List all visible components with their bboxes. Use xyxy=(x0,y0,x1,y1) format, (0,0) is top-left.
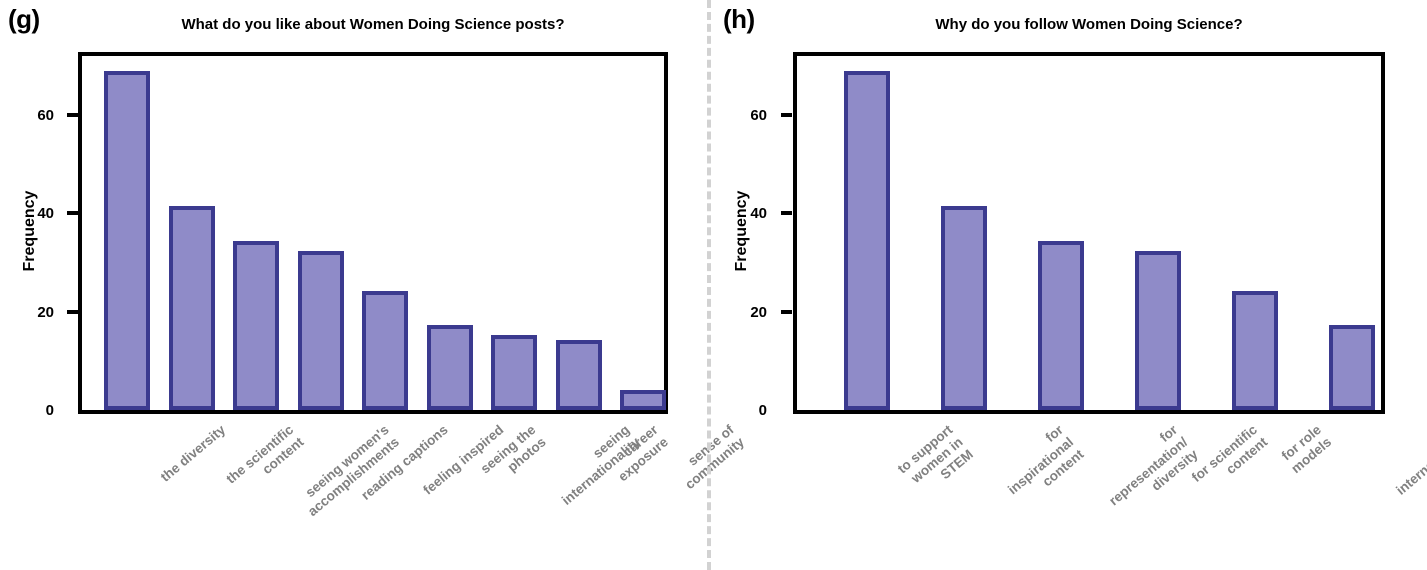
panel-letter-g: (g) xyxy=(8,4,40,34)
bar-g-1 xyxy=(168,205,215,410)
x-tick-label-h-0: to support women in STEM xyxy=(894,422,976,486)
x-tick-label-h-5: for international stories xyxy=(1393,434,1427,498)
x-tick-label-h-4: for role models xyxy=(1278,422,1335,477)
y-tick-label-20-g: 20 xyxy=(37,304,54,321)
x-tick-label-g-0: the diversity xyxy=(157,422,229,485)
y-tick-label-0-g: 0 xyxy=(45,402,54,419)
y-tick-mark-20-h xyxy=(781,310,792,314)
x-tick-label-g-1: the scientific content xyxy=(222,422,306,487)
bar-g-4 xyxy=(362,290,408,410)
bar-g-5 xyxy=(426,325,473,410)
y-tick-mark-40-g xyxy=(67,211,78,215)
y-tick-label-60-h: 60 xyxy=(750,107,767,124)
bar-g-7 xyxy=(555,340,602,410)
y-tick-label-20-h: 20 xyxy=(750,304,767,321)
bar-g-3 xyxy=(297,250,344,410)
plot-area-h xyxy=(793,52,1385,414)
y-tick-mark-20-g xyxy=(67,310,78,314)
y-axis-label-h: Frequency xyxy=(733,190,750,272)
y-tick-label-60-g: 60 xyxy=(37,107,54,124)
y-axis-label-g: Frequency xyxy=(21,190,38,272)
bar-g-0 xyxy=(104,71,150,410)
bar-h-3 xyxy=(1135,250,1181,410)
y-tick-label-40-h: 40 xyxy=(750,205,767,222)
y-tick-label-40-g: 40 xyxy=(37,205,54,222)
panel-g: (g) What do you like about Women Doing S… xyxy=(0,0,747,570)
y-tick-mark-60-h xyxy=(781,113,792,117)
bar-h-0 xyxy=(844,71,890,410)
bar-h-5 xyxy=(1329,325,1375,410)
panel-h: (h) Why do you follow Women Doing Scienc… xyxy=(715,0,1427,570)
panel-title-h: Why do you follow Women Doing Science? xyxy=(935,16,1243,33)
x-tick-label-h-3: for scientific content xyxy=(1188,422,1271,486)
panel-title-g: What do you like about Women Doing Scien… xyxy=(181,16,565,33)
plot-area-g xyxy=(78,52,668,414)
panel-divider xyxy=(707,0,711,570)
x-tick-label-h-2: for representation/ diversity xyxy=(1106,422,1201,509)
panel-letter-h: (h) xyxy=(723,4,755,34)
bar-g-2 xyxy=(233,240,279,410)
y-tick-mark-40-h xyxy=(781,211,792,215)
bar-g-8 xyxy=(620,390,666,410)
y-tick-label-0-h: 0 xyxy=(758,402,767,419)
bar-g-6 xyxy=(491,335,537,410)
x-tick-label-h-1: for inspirational content xyxy=(1005,422,1087,498)
bar-h-2 xyxy=(1038,240,1084,410)
bar-h-1 xyxy=(941,205,987,410)
bar-h-4 xyxy=(1232,290,1278,410)
y-tick-mark-60-g xyxy=(67,113,78,117)
